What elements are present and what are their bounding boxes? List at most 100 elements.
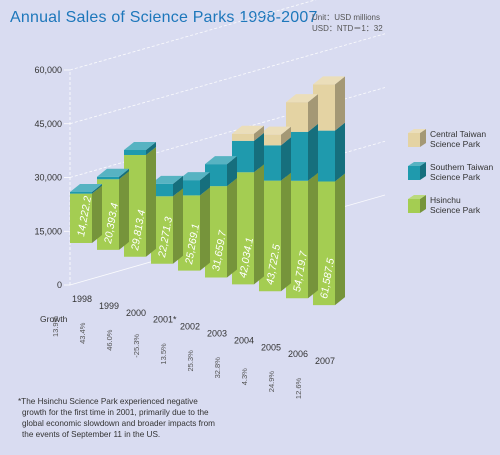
y-tick-label: 30,000 (34, 173, 62, 183)
legend-label: Hsinchu (430, 195, 461, 205)
currency-rate-line: USD：NTD＝1：32 (312, 24, 383, 33)
bar-segment-side (200, 187, 210, 271)
label-layer: 2007 12.6% 2006 24.9% 2005 4.3% 2004 32.8% 2003 2… (40, 294, 335, 399)
bar-segment-front (259, 134, 281, 146)
bar-segment-side (146, 142, 156, 155)
legend-swatch (408, 199, 420, 213)
bar-segment-front (97, 179, 119, 250)
bar-segment-side (92, 184, 102, 194)
footnote: *The Hsinchu Science Park experienced ne… (18, 397, 215, 439)
bar-segment-front (259, 180, 281, 292)
bar-segment-side (119, 168, 129, 180)
bar-segment-front (124, 150, 146, 155)
year-label: 2004 (234, 335, 254, 345)
growth-label: 13.9% (51, 315, 60, 337)
legend-swatch-side (420, 162, 426, 180)
year-label: 2007 (315, 356, 335, 366)
bar-segment-front (232, 133, 254, 141)
bar-segment-side (119, 171, 129, 250)
legend-label: Science Park (430, 205, 481, 215)
bar-segment-front (259, 145, 281, 181)
bar-segment-front (286, 180, 308, 299)
bar-segment-side (173, 188, 183, 264)
legend-swatch (408, 133, 420, 147)
bar-segment-side (308, 94, 318, 132)
bar-segment-side (281, 126, 291, 146)
bar-segment-side (92, 185, 102, 243)
bar-top (205, 156, 237, 165)
legend-swatch-side (420, 129, 426, 147)
growth-label: 13.5% (159, 343, 168, 365)
legend-swatch-top (408, 195, 426, 199)
bar-top (151, 175, 183, 184)
year-label: 2000 (126, 308, 146, 318)
bar-segment-side (281, 137, 291, 181)
year-label: 1998 (72, 294, 92, 304)
legend-swatch (408, 166, 420, 180)
bar-segment-front (286, 102, 308, 132)
legend-label: Central Taiwan (430, 129, 486, 139)
year-label: 2002 (180, 322, 200, 332)
growth-label: 24.9% (267, 371, 276, 393)
unit-line: Unit：USD millions (312, 13, 381, 22)
bar-segment-front (151, 196, 173, 264)
bar-segment-side (227, 156, 237, 187)
gridline (69, 0, 317, 71)
y-tick-label: 0 (57, 280, 62, 290)
bar-segment-front (70, 193, 92, 243)
bar-segment-front (232, 172, 254, 285)
bar-segment-front (124, 155, 146, 257)
bar-segment-front (205, 164, 227, 187)
bar-segment-side (146, 147, 156, 257)
bar-segment-front (178, 195, 200, 271)
bar-segment-side (281, 172, 291, 292)
bar-segment-side (335, 122, 345, 182)
bar-segment-side (200, 172, 210, 196)
bar-top (178, 172, 210, 181)
bar-segment-side (335, 76, 345, 131)
year-label: 2006 (288, 349, 308, 359)
year-label: 2001* (153, 315, 177, 325)
bar-top (70, 184, 102, 192)
bar-segment-side (254, 132, 264, 173)
bar-segment-front (313, 181, 335, 306)
bar-top (259, 126, 291, 135)
bar-segment-side (308, 172, 318, 299)
growth-axis-label: Growth (40, 314, 68, 324)
bar-top (97, 168, 129, 177)
bar-segment-side (254, 164, 264, 285)
bar-segment-front (232, 140, 254, 173)
bar-segment-front (151, 183, 173, 197)
growth-label: 32.8% (213, 357, 222, 379)
bar-segment-front (313, 84, 335, 131)
bar-top (232, 125, 264, 134)
legend-swatch-side (420, 195, 426, 213)
growth-label: 46.0% (105, 329, 114, 351)
growth-label: 4.3% (240, 368, 249, 385)
bar-segment-front (178, 180, 200, 196)
growth-label: 25.3% (186, 350, 195, 372)
y-tick-label: 45,000 (34, 119, 62, 129)
year-label: 2003 (207, 329, 227, 339)
y-tick-label: 60,000 (34, 65, 62, 75)
legend-swatch-top (408, 162, 426, 166)
legend-label: Science Park (430, 139, 481, 149)
legend-label: Science Park (430, 172, 481, 182)
legend-label: Southern Taiwan (430, 162, 493, 172)
bar-segment-side (308, 123, 318, 181)
chart-title: Annual Sales of Science Parks 1998-2007 (10, 9, 318, 26)
year-label: 2005 (261, 342, 281, 352)
bar-segment-front (97, 176, 119, 180)
growth-label: 43.4% (78, 322, 87, 344)
y-tick-label: 15,000 (34, 226, 62, 236)
growth-label: 12.6% (294, 378, 303, 400)
unit-note: Unit：USD millions USD：NTD＝1：32 (312, 12, 383, 34)
bar-segment-side (335, 173, 345, 306)
bar-top (124, 142, 156, 150)
growth-label: -25.3% (132, 334, 141, 358)
bar-segment-front (286, 131, 308, 181)
bar-top (286, 94, 318, 103)
bar-segment-side (227, 178, 237, 278)
